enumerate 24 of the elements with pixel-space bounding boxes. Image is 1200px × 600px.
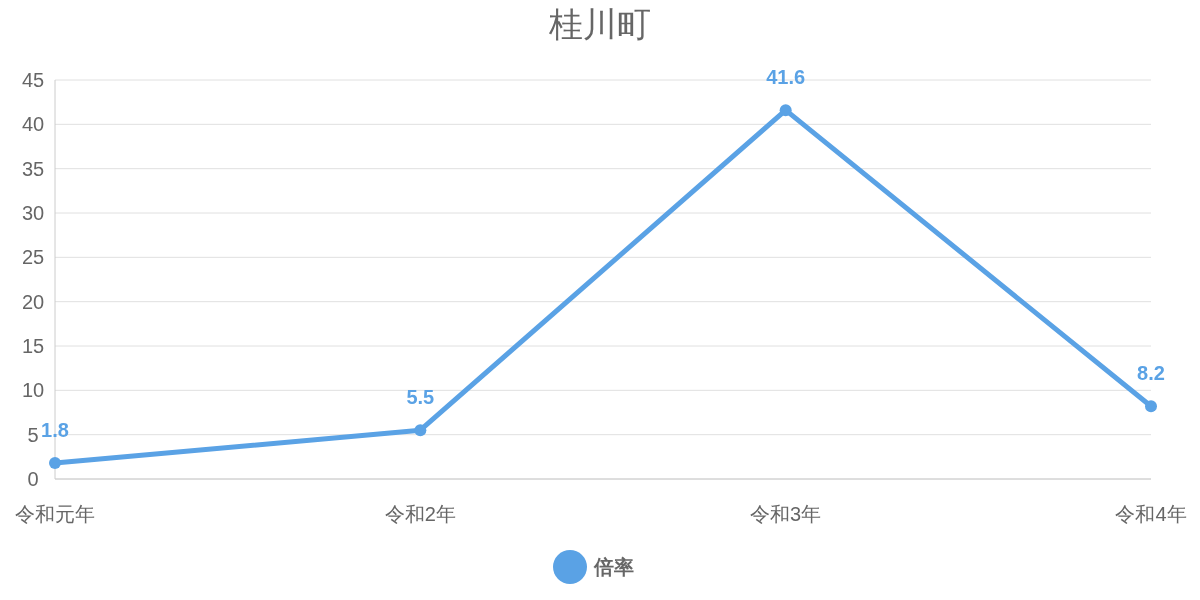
point: [49, 457, 61, 470]
data-label: 1.8: [41, 419, 69, 442]
point: [414, 424, 427, 437]
data-label: 5.5: [406, 386, 435, 409]
chart-title: 桂川町: [548, 5, 651, 43]
y-tick-label: 45: [21, 69, 45, 91]
y-tick-label: 40: [21, 113, 45, 136]
data-label: 8.2: [1137, 362, 1165, 385]
y-tick-label: 35: [21, 157, 45, 180]
y-tick-label: 10: [21, 379, 45, 402]
x-tick-label: 令和3年: [750, 503, 822, 525]
x-tick-label: 令和元年: [15, 503, 95, 525]
y-tick-label: 30: [21, 202, 45, 224]
x-tick-label: 令和4年: [1115, 503, 1187, 525]
y-tick-label: 20: [21, 290, 45, 313]
data-label: 41.6: [766, 66, 806, 89]
y-tick-label: 5: [27, 423, 39, 446]
y-tick-label: 25: [21, 246, 45, 269]
x-tick-label: 令和2年: [384, 503, 456, 525]
legend-label: 倍率: [593, 556, 634, 578]
y-tick-label: 0: [27, 468, 39, 490]
point: [779, 104, 792, 117]
point: [1145, 400, 1157, 413]
y-tick-label: 15: [21, 335, 45, 357]
